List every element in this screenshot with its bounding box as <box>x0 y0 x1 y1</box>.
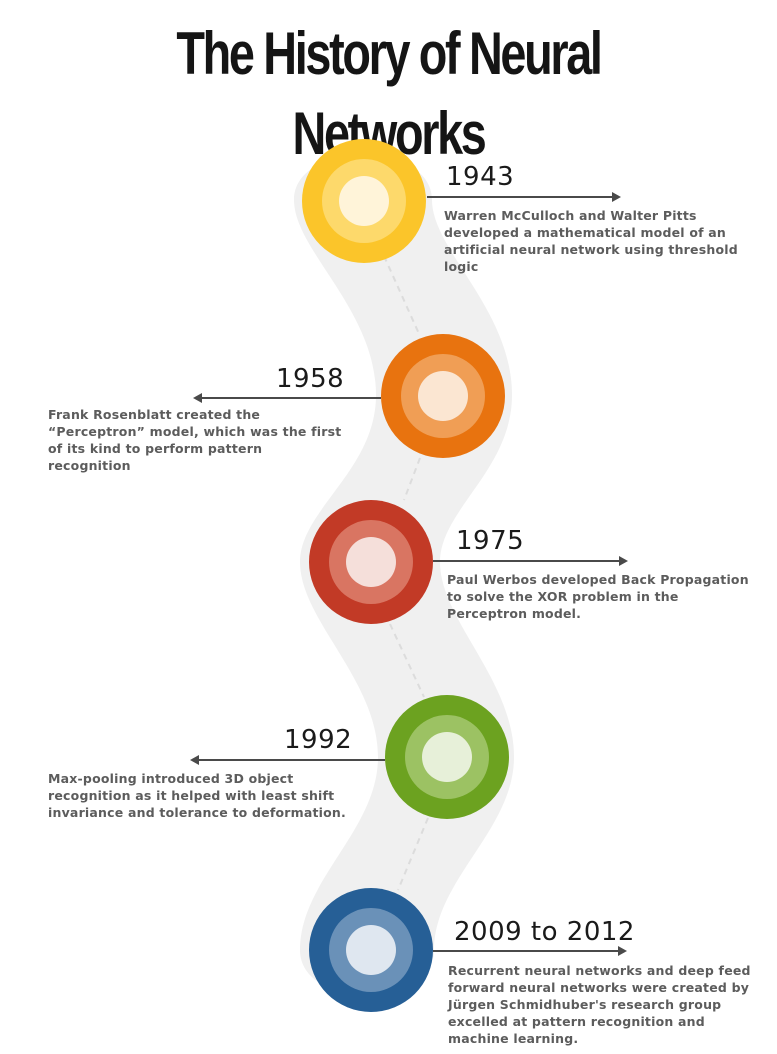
connector-3 <box>389 623 425 698</box>
connector-1 <box>383 255 421 337</box>
milestone-year-2009-2012: 2009 to 2012 <box>454 917 635 947</box>
milestone-1992-node <box>385 695 509 819</box>
milestone-1975-node <box>309 500 433 624</box>
arrow-head <box>619 556 628 566</box>
timeline-connectors <box>383 255 429 891</box>
arrow-head <box>193 393 202 403</box>
milestone-2009-node <box>309 888 433 1012</box>
arrow-2009 <box>433 946 627 956</box>
milestone-description-1992: Max-pooling introduced 3D object recogni… <box>48 771 346 820</box>
connector-4 <box>397 817 429 891</box>
milestone-year-1975: 1975 <box>456 526 525 556</box>
milestone-description-2009-2012: Recurrent neural networks and deep feed … <box>448 963 751 1046</box>
node-inner <box>418 371 468 421</box>
arrow-head <box>612 192 621 202</box>
milestone-1958-node <box>381 334 505 458</box>
milestone-year-1992: 1992 <box>284 725 353 755</box>
arrow-1943 <box>427 192 621 202</box>
node-inner <box>346 537 396 587</box>
node-inner <box>346 925 396 975</box>
arrow-1975 <box>433 556 628 566</box>
arrow-head <box>618 946 627 956</box>
milestone-year-1943: 1943 <box>446 162 515 192</box>
arrow-head <box>190 755 199 765</box>
page-title: The History of Neural Networks <box>176 20 602 167</box>
milestone-1943-node <box>302 139 426 263</box>
milestone-description-1975: Paul Werbos developed Back Propagation t… <box>447 572 749 621</box>
node-inner <box>339 176 389 226</box>
connector-2 <box>403 457 421 501</box>
milestone-description-1958: Frank Rosenblatt created the “Perceptron… <box>48 407 342 473</box>
milestone-year-1958: 1958 <box>276 364 345 394</box>
node-inner <box>422 732 472 782</box>
milestone-description-1943: Warren McCulloch and Walter Pitts develo… <box>444 208 738 274</box>
arrow-1992 <box>190 755 385 765</box>
arrow-1958 <box>193 393 381 403</box>
